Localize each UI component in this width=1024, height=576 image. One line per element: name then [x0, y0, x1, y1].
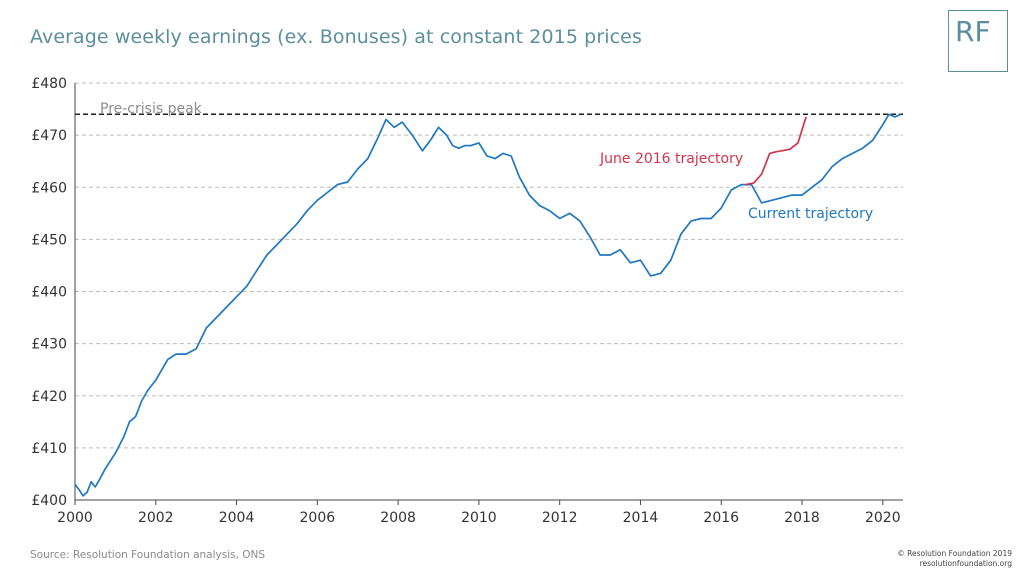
x-tick-label: 2016 — [703, 510, 739, 526]
x-tick-label: 2006 — [300, 510, 336, 526]
gridlines — [75, 82, 903, 449]
y-tick-label: £400 — [31, 493, 67, 509]
source-note: Source: Resolution Foundation analysis, … — [30, 549, 266, 561]
annotation-pre-crisis-peak: Pre-crisis peak — [100, 101, 203, 117]
y-tick-label: £460 — [31, 180, 67, 196]
x-tick-label: 2000 — [57, 510, 93, 526]
x-tick-label: 2010 — [461, 510, 497, 526]
logo-text: RF — [955, 15, 991, 48]
y-tick-label: £410 — [31, 441, 67, 457]
axes — [74, 83, 903, 505]
x-tick-label: 2002 — [138, 510, 174, 526]
x-tick-label: 2018 — [784, 510, 820, 526]
series-lines — [74, 113, 902, 497]
y-tick-label: £420 — [31, 389, 67, 405]
copyright-line: © Resolution Foundation 2019 — [897, 549, 1012, 558]
x-tick-label: 2008 — [380, 510, 416, 526]
annotation-current-trajectory: Current trajectory — [748, 206, 873, 222]
rf-logo: RF — [948, 10, 1008, 72]
x-tick-label: 2004 — [219, 510, 255, 526]
y-tick-label: £480 — [31, 76, 67, 92]
y-tick-label: £470 — [31, 128, 67, 144]
x-tick-label: 2014 — [623, 510, 659, 526]
x-tick-labels: 2000 2002 2004 2006 2008 2010 2012 2014 2016 2018… — [57, 510, 900, 526]
x-tick-label: 2012 — [542, 510, 578, 526]
annotations: Pre-crisis peak June 2016 trajectory Cur… — [100, 101, 873, 222]
y-tick-labels: £400 £410 £420 £430 £440 £450 £460 £470 £480 — [31, 76, 67, 509]
copyright-note: © Resolution Foundation 2019 resolutionf… — [897, 549, 1012, 569]
x-tick-label: 2020 — [865, 510, 901, 526]
series-june-2016-trajectory — [745, 116, 807, 186]
website-line: resolutionfoundation.org — [919, 559, 1012, 568]
y-tick-label: £440 — [31, 285, 67, 301]
y-tick-label: £430 — [31, 337, 67, 353]
chart-title: Average weekly earnings (ex. Bonuses) at… — [30, 26, 642, 48]
y-tick-label: £450 — [31, 232, 67, 248]
annotation-june-2016-trajectory: June 2016 trajectory — [599, 151, 743, 167]
series-current-trajectory — [74, 113, 902, 497]
